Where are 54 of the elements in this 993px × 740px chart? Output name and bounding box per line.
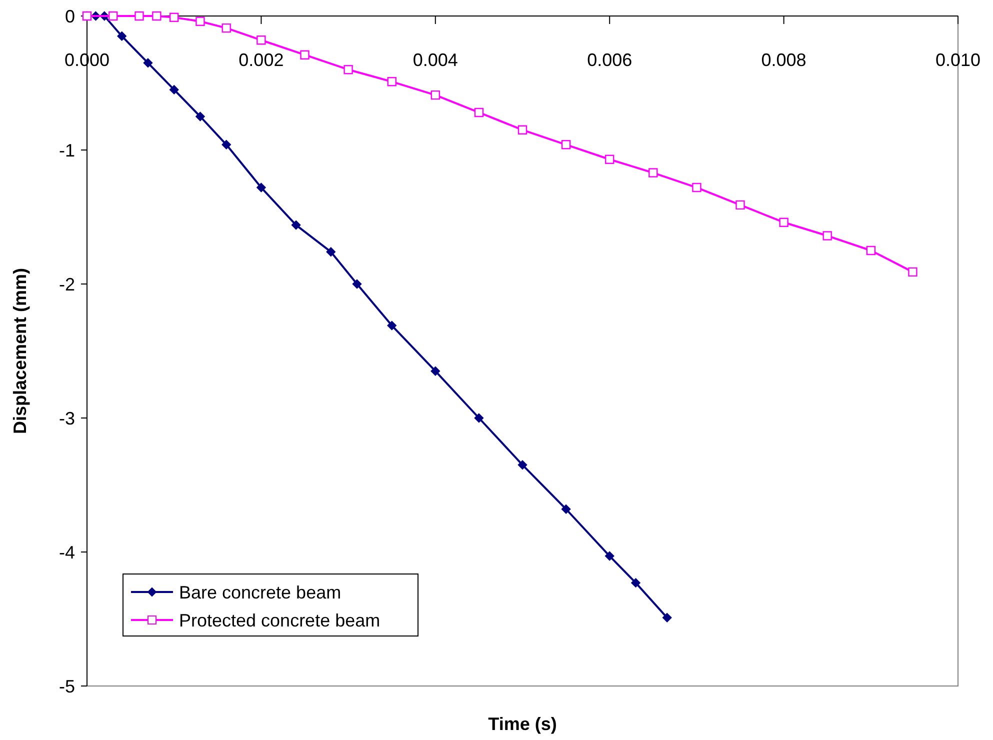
point (866, 246, 876, 256)
legend-label: Bare concrete beam (179, 582, 342, 602)
point (134, 11, 144, 21)
point (662, 613, 672, 622)
y-tick-label: -5 (58, 676, 75, 696)
y-tick-label: 0 (64, 6, 75, 26)
point (256, 36, 266, 45)
point (631, 578, 640, 588)
x-tick-label: 0.008 (761, 50, 806, 70)
point (326, 247, 336, 256)
x-tick-label: 0.006 (587, 50, 632, 70)
point (648, 168, 658, 178)
point (300, 50, 310, 60)
x-tick-label: 0.002 (238, 50, 284, 70)
y-axis-title: Displacement (mm) (10, 268, 30, 434)
x-tick-label: 0.004 (412, 50, 458, 70)
x-tick-label: 0.010 (935, 50, 981, 70)
point (256, 182, 266, 192)
point (196, 112, 205, 122)
point (196, 16, 205, 26)
point (170, 12, 179, 22)
point (561, 504, 571, 514)
point (387, 77, 396, 86)
point (518, 125, 528, 134)
point (736, 200, 745, 210)
point (352, 279, 362, 289)
y-tick-label: -3 (58, 408, 75, 428)
point (692, 182, 702, 192)
point (474, 108, 484, 118)
point (291, 220, 301, 230)
y-tick-label: -2 (58, 274, 75, 294)
point (605, 551, 614, 561)
point (518, 460, 528, 470)
point (561, 140, 571, 150)
point (605, 154, 614, 164)
point (908, 267, 918, 277)
point (779, 218, 788, 227)
point (143, 58, 153, 68)
legend-label: Protected concrete beam (179, 610, 380, 630)
point (222, 23, 231, 33)
point (430, 90, 440, 100)
point (170, 85, 179, 94)
y-tick-label: -4 (58, 542, 75, 562)
point (344, 65, 353, 74)
x-axis-title: Time (s) (488, 714, 557, 734)
point (222, 140, 231, 150)
point (387, 320, 396, 330)
point (474, 413, 484, 423)
point (822, 231, 832, 240)
point (152, 11, 162, 21)
point (117, 32, 126, 41)
point (108, 11, 118, 21)
point (430, 366, 440, 376)
y-tick-label: -1 (58, 140, 75, 160)
